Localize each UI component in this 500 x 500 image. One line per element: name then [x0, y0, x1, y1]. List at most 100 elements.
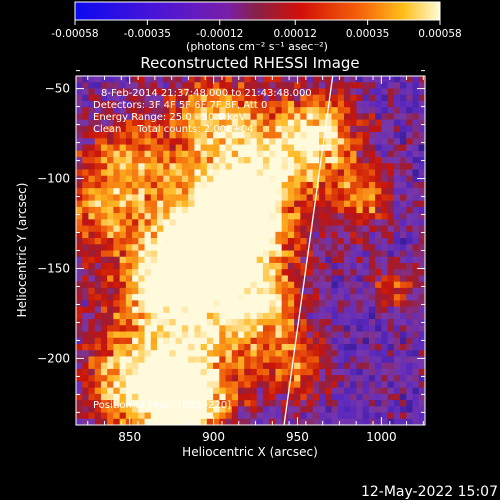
heatmap-cell: [250, 287, 258, 295]
heatmap-cell: [150, 231, 158, 239]
heatmap-cell: [325, 281, 333, 289]
heatmap-cell: [200, 375, 208, 382]
heatmap-cell: [368, 387, 376, 395]
heatmap-cell: [262, 281, 270, 289]
heatmap-cell: [337, 300, 345, 308]
heatmap-cell: [125, 231, 133, 239]
heatmap-cell: [381, 100, 389, 108]
heatmap-cell: [219, 157, 227, 164]
heatmap-cell: [375, 238, 382, 245]
heatmap-cell: [275, 119, 283, 127]
heatmap-cell: [213, 300, 220, 308]
heatmap-cell: [188, 381, 196, 389]
heatmap-cell: [312, 150, 320, 158]
heatmap-cell: [418, 337, 425, 345]
heatmap-cell: [412, 325, 420, 333]
heatmap-cell: [312, 356, 320, 364]
x-tick-label: 900: [202, 430, 225, 444]
heatmap-cell: [144, 375, 152, 382]
heatmap-cell: [200, 250, 208, 258]
heatmap-cell: [393, 206, 401, 214]
heatmap-cell: [287, 300, 295, 308]
heatmap-cell: [400, 238, 407, 245]
heatmap-cell: [375, 125, 382, 133]
heatmap-cell: [337, 132, 345, 139]
heatmap-cell: [306, 219, 314, 227]
heatmap-cell: [306, 294, 314, 301]
heatmap-cell: [150, 244, 158, 252]
heatmap-cell: [287, 256, 295, 264]
heatmap-cell: [306, 132, 314, 139]
heatmap-cell: [362, 287, 370, 295]
heatmap-cell: [400, 300, 407, 308]
heatmap-cell: [375, 150, 382, 158]
heatmap-cell: [350, 181, 358, 189]
heatmap-cell: [144, 412, 152, 420]
heatmap-cell: [331, 88, 339, 96]
heatmap-cell: [269, 231, 277, 239]
heatmap-cell: [206, 132, 214, 139]
heatmap-cell: [300, 181, 308, 189]
heatmap-cell: [350, 163, 358, 171]
heatmap-cell: [262, 113, 270, 121]
heatmap-cell: [175, 163, 183, 171]
heatmap-cell: [138, 331, 146, 339]
heatmap-cell: [175, 219, 183, 227]
heatmap-cell: [206, 312, 214, 320]
heatmap-cell: [325, 400, 333, 407]
heatmap-cell: [82, 356, 90, 364]
heatmap-cell: [231, 287, 239, 295]
heatmap-cell: [325, 88, 333, 96]
heatmap-cell: [393, 287, 401, 295]
heatmap-cell: [356, 206, 364, 214]
heatmap-cell: [225, 393, 233, 401]
heatmap-cell: [107, 256, 114, 264]
heatmap-cell: [312, 119, 320, 127]
heatmap-cell: [350, 150, 358, 158]
heatmap-cell: [256, 188, 264, 196]
heatmap-cell: [225, 219, 233, 227]
heatmap-cell: [319, 331, 326, 339]
heatmap-cell: [213, 213, 220, 220]
heatmap-cell: [287, 287, 295, 295]
heatmap-cell: [368, 319, 376, 326]
heatmap-cell: [150, 343, 158, 351]
heatmap-cell: [244, 393, 252, 401]
heatmap-cell: [113, 225, 121, 233]
heatmap-cell: [287, 294, 295, 301]
heatmap-cell: [181, 219, 189, 227]
heatmap-cell: [107, 238, 114, 245]
heatmap-cell: [94, 200, 102, 208]
heatmap-cell: [250, 381, 258, 389]
heatmap-cell: [200, 94, 208, 102]
heatmap-cell: [262, 375, 270, 382]
heatmap-cell: [163, 368, 171, 376]
heatmap-cell: [163, 262, 171, 270]
heatmap-cell: [163, 113, 171, 121]
heatmap-cell: [300, 250, 308, 258]
heatmap-cell: [76, 337, 83, 345]
heatmap-cell: [331, 206, 339, 214]
heatmap-cell: [125, 343, 133, 351]
heatmap-cell: [337, 393, 345, 401]
heatmap-cell: [343, 213, 351, 220]
heatmap-cell: [150, 175, 158, 183]
heatmap-cell: [82, 113, 90, 121]
heatmap-cell: [138, 325, 146, 333]
heatmap-cell: [262, 275, 270, 283]
heatmap-cell: [412, 312, 420, 320]
heatmap-cell: [125, 381, 133, 389]
heatmap-cell: [337, 200, 345, 208]
heatmap-cell: [144, 319, 152, 326]
heatmap-cell: [157, 181, 164, 189]
heatmap-cell: [169, 406, 177, 414]
heatmap-cell: [82, 368, 90, 376]
heatmap-cell: [294, 406, 301, 414]
heatmap-cell: [150, 312, 158, 320]
heatmap-cell: [294, 362, 301, 370]
heatmap-cell: [163, 132, 171, 139]
heatmap-cell: [231, 269, 239, 277]
heatmap-cell: [200, 418, 208, 425]
heatmap-cell: [337, 107, 345, 114]
heatmap-cell: [213, 157, 220, 164]
